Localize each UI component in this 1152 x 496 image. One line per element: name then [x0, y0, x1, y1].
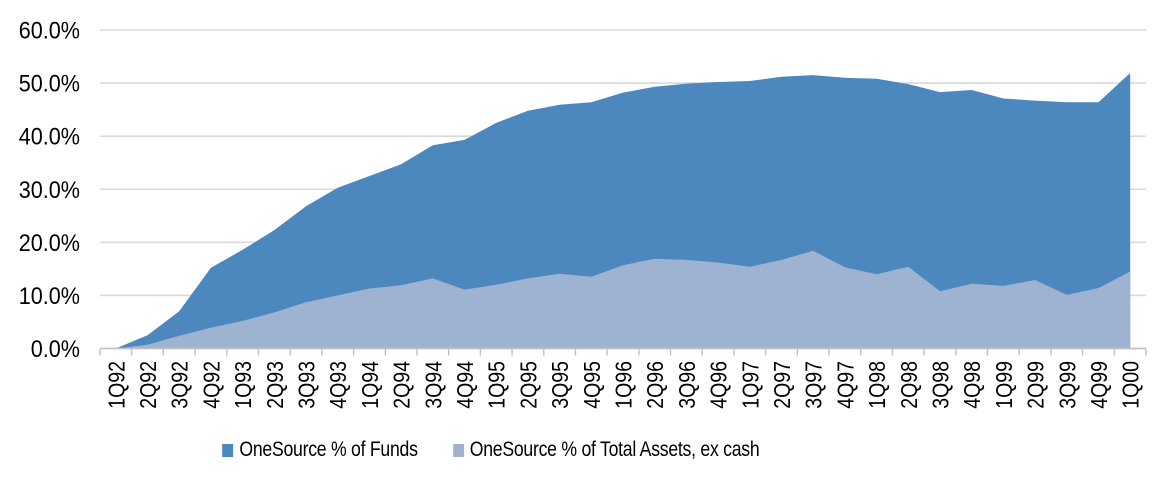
x-axis-label: 1Q99 [991, 361, 1017, 409]
x-axis-label: 1Q96 [611, 361, 637, 409]
x-axis-label: 4Q99 [1087, 361, 1113, 409]
x-axis-label: 3Q94 [421, 361, 447, 409]
x-axis-label: 4Q94 [453, 361, 479, 409]
x-axis-label: 2Q98 [896, 361, 922, 409]
chart-legend: OneSource % of Funds OneSource % of Tota… [7, 437, 975, 463]
x-axis-label: 2Q94 [389, 361, 415, 409]
legend-label-assets: OneSource % of Total Assets, ex cash [469, 438, 760, 461]
x-axis-label: 2Q92 [136, 361, 162, 409]
series-area-assets [115, 250, 1131, 349]
y-axis-label: 20.0% [19, 229, 80, 256]
x-axis-label: 1Q98 [865, 361, 891, 409]
legend-label-funds: OneSource % of Funds [239, 438, 418, 461]
x-axis-label: 3Q95 [548, 361, 574, 409]
legend-swatch-assets [452, 443, 464, 457]
x-axis-label: 4Q93 [326, 361, 352, 409]
x-axis-label: 2Q99 [1023, 361, 1049, 409]
legend-swatch-funds [222, 443, 234, 457]
x-axis-label: 2Q97 [770, 361, 796, 409]
x-axis-label: 4Q97 [833, 361, 859, 409]
x-axis-label: 3Q97 [801, 361, 827, 409]
x-axis-label: 1Q93 [231, 361, 257, 409]
x-axis-label: 1Q95 [484, 361, 510, 409]
x-axis-label: 2Q96 [643, 361, 669, 409]
x-axis-label: 3Q96 [674, 361, 700, 409]
x-axis-label: 1Q97 [738, 361, 764, 409]
x-axis-label: 3Q99 [1055, 361, 1081, 409]
x-axis-label: 4Q98 [960, 361, 986, 409]
x-axis-label: 3Q98 [928, 361, 954, 409]
y-axis-label: 30.0% [19, 176, 80, 203]
x-axis-label: 3Q92 [167, 361, 193, 409]
legend-entry-funds: OneSource % of Funds [222, 437, 418, 463]
x-axis-label: 4Q95 [579, 361, 605, 409]
x-axis-label: 3Q93 [294, 361, 320, 409]
x-axis-label: 4Q96 [706, 361, 732, 409]
y-axis-label: 10.0% [19, 282, 80, 309]
y-axis-label: 60.0% [19, 16, 80, 43]
x-axis-label: 1Q00 [1118, 361, 1144, 409]
x-axis-label: 4Q92 [199, 361, 225, 409]
x-axis-label: 1Q92 [104, 361, 130, 409]
x-axis-label: 2Q95 [516, 361, 542, 409]
y-axis-label: 50.0% [19, 70, 80, 97]
x-axis-label: 2Q93 [262, 361, 288, 409]
y-axis-label: 0.0% [31, 335, 80, 362]
x-axis-label: 1Q94 [357, 361, 383, 409]
legend-entry-assets: OneSource % of Total Assets, ex cash [452, 437, 760, 463]
y-axis-label: 40.0% [19, 123, 80, 150]
